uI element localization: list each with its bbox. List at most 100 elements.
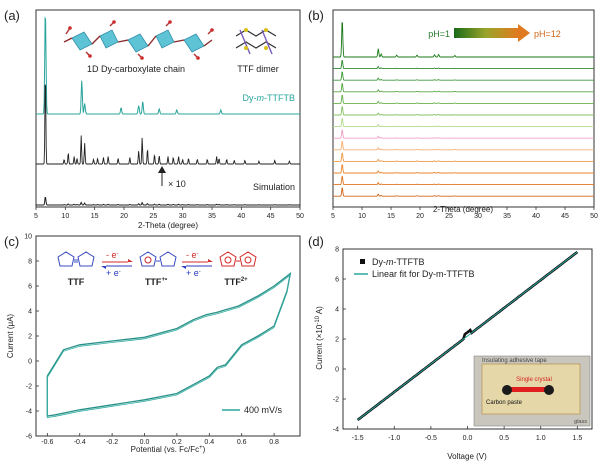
panel-d-x-tick-label: -1.0	[388, 435, 400, 442]
ttf-radical-cation-label: TTF+•	[145, 277, 167, 287]
panel-a-x-tick-label: 25	[149, 213, 157, 220]
iv-linear-fit	[357, 251, 578, 421]
panel-a-x-tick-label: 50	[296, 213, 304, 220]
cv-curve	[46, 271, 292, 417]
ttf-neutral-structure	[57, 251, 95, 267]
ph-pattern-line	[333, 117, 594, 128]
ph-pattern-line	[333, 59, 594, 70]
ttf-dication-structure	[219, 251, 257, 267]
panel-b-xrd-ph: 5 10 15 20 25 30 35 40 45 50 2-Theta (degree) pH=…	[331, 9, 598, 220]
red2-label: + e-	[186, 268, 201, 278]
ph-pattern-line	[333, 187, 594, 197]
panel-c-y-tick-label: 4	[28, 309, 32, 316]
ph-pattern-line	[333, 175, 594, 186]
panel-d-y-tick-label: 4	[335, 307, 339, 314]
panel-label-b: (b)	[308, 8, 324, 23]
panel-b-x-tick-label: 20	[416, 213, 424, 220]
panel-c-x-tick-label: -0.6	[41, 439, 53, 446]
ttf-dimer-illustration	[235, 28, 277, 55]
panel-d-x-tick-label: -1.5	[352, 435, 364, 442]
panel-c-y-tick-label: 10	[24, 234, 32, 241]
inset-paste-label: Carbon paste	[486, 400, 523, 406]
panel-c-y-tick-label: 8	[28, 259, 32, 266]
x10-arrow-head	[158, 166, 166, 173]
panel-c-x-tick-label: 0.4	[204, 439, 214, 446]
inset-crystal	[509, 387, 547, 392]
panel-c-y-tick-label: 6	[28, 284, 32, 291]
legend-label-data: Dy-m-TTFTB	[372, 257, 425, 267]
panel-a-x-tick-label: 35	[208, 213, 216, 220]
ph-gradient-bar	[454, 28, 518, 38]
legend-marker-data	[360, 259, 365, 264]
panel-a-xrd: 5 10 15 20 25 30 35 40 45 50 2-Theta (degree) Dy-…	[34, 9, 304, 230]
panel-c-y-tick-label: -2	[26, 384, 32, 391]
panel-b-x-tick-label: 30	[474, 213, 482, 220]
panel-d-y-tick-label: -2	[333, 397, 339, 404]
panel-a-x-tick-label: 15	[91, 213, 99, 220]
panel-b-x-tick-label: 35	[503, 213, 511, 220]
panel-a-x-tick-label: 20	[120, 213, 128, 220]
ph-pattern-line	[333, 141, 594, 151]
panel-d-x-tick-label: 0.0	[463, 435, 473, 442]
cv-curve-overlay	[46, 274, 291, 418]
panel-d-x-tick-label: 0.5	[499, 435, 509, 442]
panel-a-x-axis-label: 2-Theta (degree)	[138, 221, 198, 230]
ph-pattern-line	[333, 21, 594, 58]
simulation-series-label: Simulation	[253, 182, 295, 192]
panel-d-axis-ticks: -1.5 -1.0 -0.5 0.0 0.5 1.0 1.5 -4 -2 0 2 4 6 8	[333, 247, 583, 443]
panel-c-axis-ticks: -0.6 -0.4 -0.2 0.0 0.2 0.4 0.6 0.8 -6 -4 -2 0 2 4 6 8 10	[24, 234, 279, 447]
panel-a-x-tick-label: 40	[237, 213, 245, 220]
panel-c-x-tick-label: -0.4	[74, 439, 86, 446]
ph-pattern-line	[333, 152, 594, 162]
panel-b-x-tick-label: 50	[590, 213, 598, 220]
ph-gradient-arrow-head	[518, 24, 530, 42]
ph-pattern-line	[333, 106, 594, 116]
inset-glass-label: glass	[574, 419, 587, 425]
panel-c-x-axis-label: Potential (vs. Fc/Fc+)	[131, 445, 206, 454]
legend-label-fit: Linear fit for Dy-m-TTFTB	[372, 269, 475, 279]
ph-high-label: pH=12	[534, 29, 561, 39]
panel-d-y-axis-label: Current (×10-10 A)	[315, 306, 324, 370]
panel-b-x-tick-label: 45	[561, 213, 569, 220]
panel-c-y-tick-label: -6	[26, 434, 32, 441]
panel-c-x-tick-label: 0.8	[269, 439, 279, 446]
dimer-label: TTF dimer	[237, 64, 279, 74]
inset-crystal-label: Single crystal	[516, 377, 552, 383]
panel-b-x-tick-label: 10	[358, 213, 366, 220]
panel-d-y-tick-label: 8	[335, 247, 339, 254]
ttf-neutral-label: TTF	[68, 277, 85, 287]
panel-c-x-tick-label: 0.0	[140, 439, 150, 446]
ttf-radical-cation-structure	[139, 251, 177, 267]
inset-paste-left	[502, 385, 512, 395]
panel-d-x-tick-label: 1.0	[536, 435, 546, 442]
cv-legend-label: 400 mV/s	[244, 405, 283, 415]
panel-b-frame	[332, 9, 595, 208]
panel-b-x-ticks: 5 10 15 20 25 30 35 40 45 50	[331, 207, 598, 220]
ttf-redox-scheme: TTF - e- + e- TTF+• - e- + e-	[57, 250, 257, 287]
ox2-label: - e-	[186, 250, 199, 260]
panel-c-y-tick-label: 2	[28, 334, 32, 341]
panel-b-x-tick-label: 40	[532, 213, 540, 220]
inset-tape-label: Insulating adhesive tape	[482, 358, 547, 364]
panel-b-x-tick-label: 15	[387, 213, 395, 220]
ph-low-label: pH=1	[428, 29, 450, 39]
panel-c-y-tick-label: 0	[28, 359, 32, 366]
dy-carboxylate-chain-illustration	[63, 20, 214, 60]
panel-d-y-tick-label: -4	[333, 427, 339, 434]
panel-d-iv: -1.5 -1.0 -0.5 0.0 0.5 1.0 1.5 -4 -2 0 2 4 6 8 Voltag…	[315, 247, 593, 461]
panel-a-x-tick-label: 5	[34, 213, 38, 220]
chain-label: 1D Dy-carboxylate chain	[87, 64, 185, 74]
red1-label: + e-	[106, 268, 121, 278]
panel-c-cv: -0.6 -0.4 -0.2 0.0 0.2 0.4 0.6 0.8 -6 -4 -2 0 2 4 6 8 10…	[6, 234, 301, 454]
panel-b-pattern-stack	[333, 21, 594, 197]
panel-d-y-tick-label: 6	[335, 277, 339, 284]
panel-a-x-tick-label: 10	[61, 213, 69, 220]
panel-d-x-tick-label: -0.5	[425, 435, 437, 442]
panel-a-x-ticks: 5 10 15 20 25 30 35 40 45 50	[34, 207, 304, 220]
panel-b-x-tick-label: 25	[445, 213, 453, 220]
dy-m-ttftb-pattern-line	[36, 16, 300, 115]
panel-d-y-tick-label: 0	[335, 367, 339, 374]
ph-pattern-line	[333, 129, 594, 139]
ox1-label: - e-	[106, 250, 119, 260]
